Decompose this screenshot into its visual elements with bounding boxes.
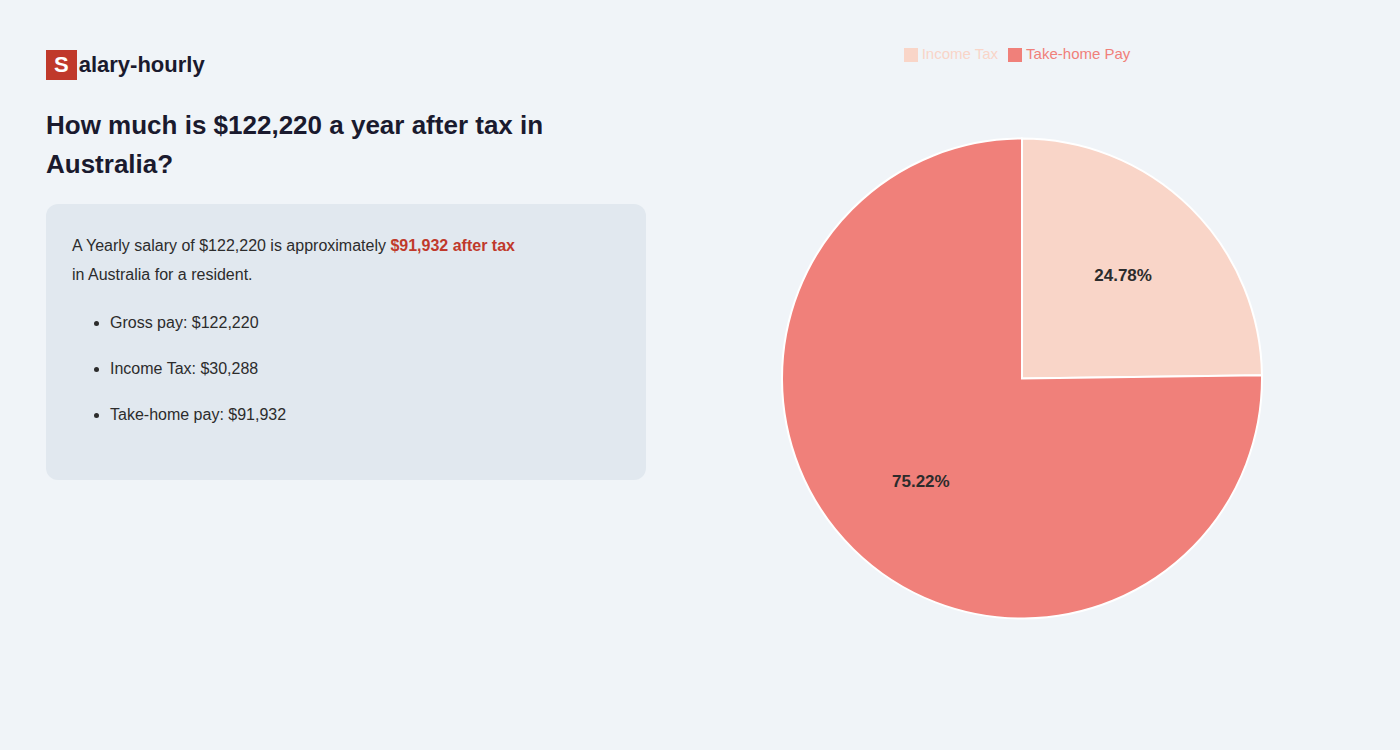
html-text:S: S bbox=[54, 52, 69, 77]
html-text:A Yearly salary of $122,220 is: A Yearly salary of $122,220 is approxima… bbox=[72, 237, 515, 254]
html-text:Australia?: Australia? bbox=[46, 149, 174, 179]
html-text:How much is $122,220 a year af: How much is $122,220 a year after tax in bbox=[46, 110, 544, 140]
html-text:Income Tax: Income Tax bbox=[921, 45, 999, 62]
html-text:Gross pay: $122,220: Gross pay: $122,220 bbox=[110, 313, 259, 331]
svg-text:75.22%: 75.22% bbox=[892, 472, 950, 491]
html-text:Take-home Pay: Take-home Pay bbox=[1026, 45, 1131, 62]
svg-text:24.78%: 24.78% bbox=[1094, 266, 1152, 285]
html-text:Take-home pay: $91,932: Take-home pay: $91,932 bbox=[110, 405, 287, 423]
html-text:alary-hourly: alary-hourly bbox=[78, 52, 205, 77]
html-text:in Australia for a resident.: in Australia for a resident. bbox=[72, 265, 253, 283]
html-text:Income Tax: $30,288: Income Tax: $30,288 bbox=[110, 359, 259, 377]
